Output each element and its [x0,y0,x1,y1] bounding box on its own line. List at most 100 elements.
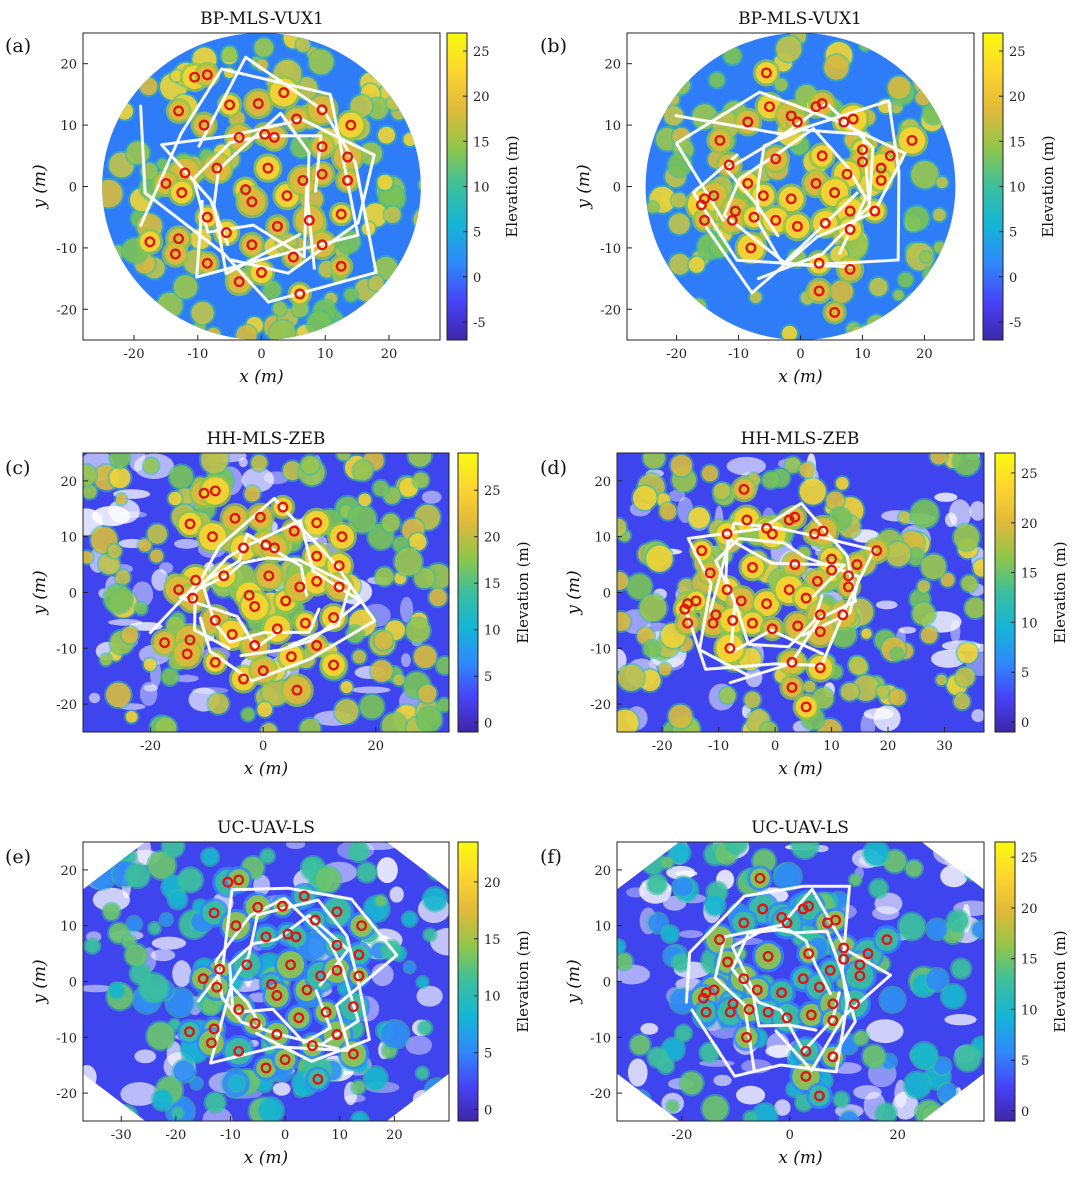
tree-crown [862,1045,886,1068]
tree-crown [191,1077,202,1089]
stem-marker [208,907,220,919]
stem-marker [757,903,769,915]
tree-crown [723,47,742,65]
tree-crown [413,645,437,669]
tree-crown [800,1003,823,1027]
tree-crown [898,913,925,940]
tree-crown [152,33,173,53]
y-axis-label: y (m) [574,164,594,209]
data-gap [371,963,394,987]
data-gap [412,1089,434,1109]
stem-marker [238,673,249,685]
x-tick-label: 20 [880,739,897,754]
trajectory-line [684,521,876,671]
tree-crown [930,453,947,465]
tree-crown [963,866,979,882]
tree-crown [248,505,272,529]
trajectory-line [674,99,901,267]
panel-label: (d) [540,457,567,479]
tree-crown [617,940,625,953]
tree-crown [617,572,629,590]
tree-crown [675,301,696,322]
tree-crown [139,77,158,96]
tree-crown [126,318,154,340]
stem-marker [211,162,223,174]
tree-crown [661,33,680,44]
tree-crown [628,1090,651,1112]
trajectory-line [755,128,871,266]
tree-crown [332,257,351,276]
tree-crown [135,602,147,615]
tree-crown [861,628,872,639]
stem-marker [190,574,202,586]
tree-crown [241,234,263,255]
stem-marker [783,514,795,526]
tree-crown [673,299,698,324]
stem-marker [316,104,328,116]
tree-crown [630,1035,650,1055]
stem-marker [316,239,328,251]
tree-crown [749,291,762,304]
data-gap [934,492,958,502]
y-tick-label: -10 [600,242,621,257]
stem-marker [238,542,249,554]
tree-crown [653,292,668,308]
x-tick-label: 0 [259,739,267,754]
tree-crown [375,895,387,907]
tree-crown [173,275,198,299]
stem-marker [722,956,734,968]
stem-marker [813,1090,825,1102]
trajectory-line [160,118,376,275]
stem-marker [277,501,289,513]
stem-marker [285,651,297,663]
tree-crown [962,282,979,299]
stem-marker [803,948,815,960]
tree-crown [919,313,943,337]
data-gap [88,692,101,704]
stem-marker [843,581,854,593]
stem-marker [875,162,887,174]
tree-crown [688,507,710,529]
stem-marker [173,105,185,117]
tree-crown [770,981,793,1004]
tree-crown [380,291,412,322]
stem-marker [824,964,836,976]
y-axis-label: y (m) [30,959,50,1004]
tree-crown [374,631,393,650]
tree-crown [323,897,351,926]
tree-crown [909,292,933,317]
y-tick-label: -20 [56,1087,77,1102]
colorbar-tick-label: 10 [484,990,501,1005]
tree-crown [643,453,665,469]
stem-marker [353,949,365,961]
tree-crown [358,493,372,507]
stem-marker [315,970,327,982]
tree-crown [200,453,229,474]
tree-crown [370,660,393,682]
tree-crown [304,510,329,535]
stem-marker [764,101,775,113]
stem-marker [205,1037,217,1049]
stem-marker [356,920,368,932]
tree-crown [408,453,432,467]
tree-crown [283,676,311,704]
tree-crown [617,709,639,732]
tree-crown [750,868,770,889]
stem-marker [721,528,733,540]
stem-marker [813,981,825,993]
y-tick-label: 0 [69,976,77,991]
stem-marker [704,567,716,579]
stem-marker [303,214,315,226]
colorbar-tick-label: 15 [484,577,501,592]
tree-crown [227,869,250,891]
stem-marker [263,570,275,582]
tree-crown [389,310,421,340]
colorbar-tick-label: 25 [473,45,490,60]
stem-marker [727,614,739,626]
stem-marker [724,1006,736,1018]
stem-marker [844,205,856,217]
tree-crown [744,1111,757,1121]
tree-crown [934,38,956,63]
tree-crown [785,214,810,239]
tree-crown [125,710,138,723]
